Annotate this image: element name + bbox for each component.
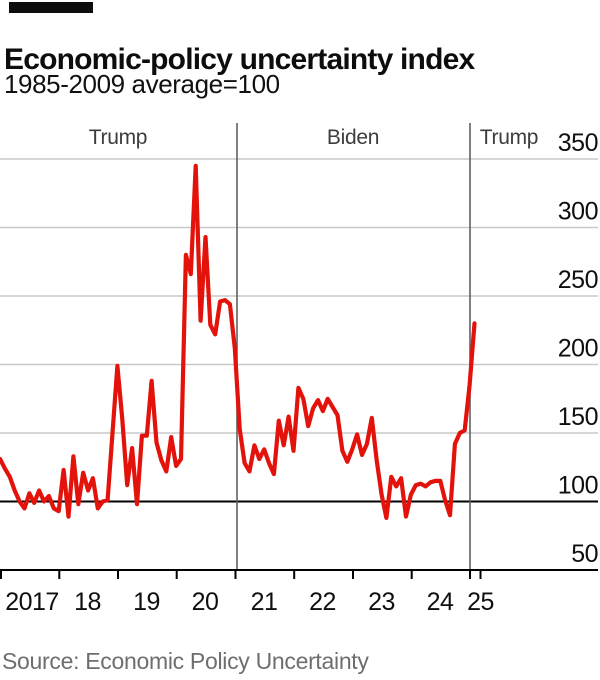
y-tick-label-100: 100 bbox=[558, 472, 598, 500]
x-tick-label-19: 19 bbox=[133, 588, 160, 616]
y-tick-label-350: 350 bbox=[558, 129, 598, 157]
x-tick-label-25: 25 bbox=[467, 588, 494, 616]
x-tick-label-22: 22 bbox=[309, 588, 336, 616]
era-label-trump-1: Trump bbox=[88, 126, 148, 149]
x-tick-label-2017: 2017 bbox=[5, 588, 59, 616]
y-tick-label-200: 200 bbox=[558, 335, 598, 363]
y-tick-label-300: 300 bbox=[558, 198, 598, 226]
era-label-biden: Biden bbox=[326, 126, 380, 149]
epu-data-line bbox=[0, 163, 477, 521]
y-tick-label-50: 50 bbox=[571, 540, 598, 568]
x-tick-label-24: 24 bbox=[427, 588, 454, 616]
chart-subtitle: 1985-2009 average=100 bbox=[4, 69, 280, 99]
y-tick-label-250: 250 bbox=[558, 266, 598, 294]
x-tick-label-21: 21 bbox=[251, 588, 278, 616]
era-label-trump-2: Trump bbox=[479, 126, 539, 149]
x-tick-label-23: 23 bbox=[368, 588, 395, 616]
y-tick-label-150: 150 bbox=[558, 403, 598, 431]
chart-title: Economic-policy uncertainty index bbox=[4, 43, 475, 77]
x-tick-label-20: 20 bbox=[192, 588, 219, 616]
economist-tag-bar bbox=[9, 2, 93, 13]
x-tick-label-18: 18 bbox=[74, 588, 101, 616]
source-note: Source: Economic Policy Uncertainty bbox=[2, 648, 369, 674]
